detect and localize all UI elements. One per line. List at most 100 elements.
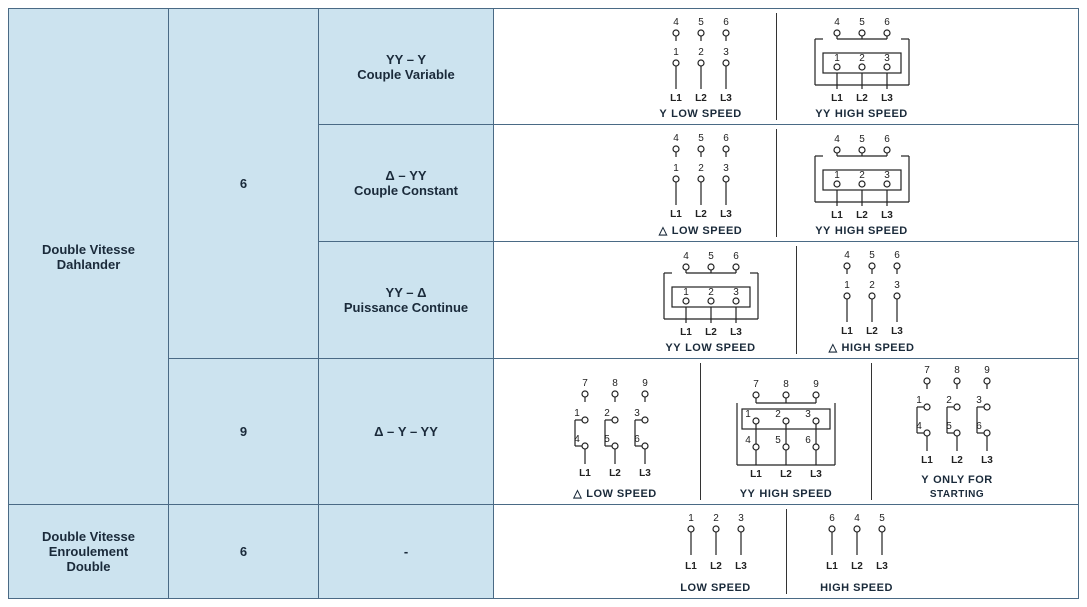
svg-text:L3: L3: [720, 93, 732, 104]
diagram-separator: [796, 246, 797, 354]
svg-text:9: 9: [813, 379, 819, 390]
diagram-separator: [700, 363, 701, 500]
svg-text:6: 6: [733, 251, 739, 262]
svg-text:3: 3: [884, 170, 890, 181]
wiring-diagram: 6L14L25L3HIGH SPEED: [791, 509, 923, 594]
diagram-caption: △LOW SPEED: [573, 487, 656, 500]
svg-text:2: 2: [698, 163, 704, 174]
svg-text:L3: L3: [639, 468, 651, 479]
svg-text:4: 4: [834, 134, 840, 145]
svg-text:9: 9: [984, 365, 990, 376]
svg-text:3: 3: [723, 163, 729, 174]
svg-text:3: 3: [723, 47, 729, 58]
svg-text:6: 6: [829, 513, 835, 524]
diagram-caption: LOW SPEED: [680, 582, 751, 594]
svg-text:L3: L3: [891, 326, 903, 337]
config-label: Δ – YYCouple Constant: [319, 125, 494, 242]
svg-text:3: 3: [894, 280, 900, 291]
wiring-diagram: 456123L1L2L3YYLOW SPEED: [630, 247, 792, 354]
wiring-diagram: 456123L1L2L3YLOW SPEED: [630, 13, 772, 120]
terminal-count: 6: [169, 9, 319, 359]
svg-text:5: 5: [869, 250, 875, 261]
svg-text:2: 2: [604, 408, 610, 419]
svg-text:L1: L1: [841, 326, 853, 337]
svg-text:L2: L2: [780, 469, 792, 480]
svg-text:L1: L1: [685, 561, 697, 572]
svg-text:L2: L2: [710, 561, 722, 572]
diagram-cell: 456123L1L2L3YLOW SPEED456123L1L2L3YYHIGH…: [494, 9, 1079, 125]
svg-text:1: 1: [916, 395, 922, 406]
svg-text:5: 5: [859, 134, 865, 145]
svg-text:6: 6: [805, 435, 811, 446]
svg-text:5: 5: [708, 251, 714, 262]
wiring-diagram: 456123L1L2L3YYHIGH SPEED: [781, 13, 943, 120]
svg-text:3: 3: [733, 287, 739, 298]
svg-text:L2: L2: [856, 210, 868, 221]
diagram-cell: 789123456L1L2L3△LOW SPEED789123456L1L2L3…: [494, 359, 1079, 505]
svg-text:L3: L3: [735, 561, 747, 572]
svg-text:7: 7: [753, 379, 759, 390]
svg-text:L3: L3: [881, 210, 893, 221]
svg-text:L2: L2: [695, 93, 707, 104]
svg-text:4: 4: [834, 17, 840, 28]
svg-text:L2: L2: [851, 561, 863, 572]
svg-text:4: 4: [854, 513, 860, 524]
wiring-diagram: 1L12L23L3LOW SPEED: [650, 509, 782, 594]
svg-text:L1: L1: [670, 93, 682, 104]
config-label: Δ – Y – YY: [319, 359, 494, 505]
svg-text:3: 3: [884, 53, 890, 64]
terminal-count: 6: [169, 505, 319, 599]
svg-text:7: 7: [582, 378, 588, 389]
config-label: -: [319, 505, 494, 599]
svg-text:L3: L3: [981, 455, 993, 466]
svg-text:L2: L2: [951, 455, 963, 466]
svg-text:L1: L1: [579, 468, 591, 479]
svg-text:2: 2: [946, 395, 952, 406]
svg-text:L1: L1: [831, 210, 843, 221]
wiring-diagram: 456123L1L2L3△HIGH SPEED: [801, 246, 943, 354]
svg-text:2: 2: [775, 409, 781, 420]
diagram-cell: 1L12L23L3LOW SPEED6L14L25L3HIGH SPEED: [494, 505, 1079, 599]
svg-text:7: 7: [924, 365, 930, 376]
svg-text:8: 8: [954, 365, 960, 376]
diagram-cell: 456123L1L2L3△LOW SPEED456123L1L2L3YYHIGH…: [494, 125, 1079, 242]
svg-text:8: 8: [783, 379, 789, 390]
svg-text:4: 4: [844, 250, 850, 261]
wiring-diagram: 789123456L1L2L3YONLY FORSTARTING: [876, 363, 1038, 500]
wiring-diagram: 456123L1L2L3YYHIGH SPEED: [781, 130, 943, 237]
svg-text:2: 2: [859, 170, 865, 181]
svg-text:3: 3: [976, 395, 982, 406]
wiring-diagram: 789123456L1L2L3△LOW SPEED: [534, 376, 696, 500]
svg-text:1: 1: [683, 287, 689, 298]
diagram-separator: [776, 13, 777, 120]
svg-text:L3: L3: [810, 469, 822, 480]
diagram-caption: HIGH SPEED: [820, 582, 893, 594]
svg-text:6: 6: [884, 134, 890, 145]
svg-text:5: 5: [775, 435, 781, 446]
svg-text:3: 3: [738, 513, 744, 524]
svg-text:L2: L2: [856, 93, 868, 104]
wiring-diagram: 456123L1L2L3△LOW SPEED: [630, 129, 772, 237]
svg-text:1: 1: [844, 280, 850, 291]
diagram-separator: [786, 509, 787, 594]
svg-text:L3: L3: [876, 561, 888, 572]
svg-text:1: 1: [834, 170, 840, 181]
svg-text:L2: L2: [866, 326, 878, 337]
svg-text:1: 1: [688, 513, 694, 524]
diagram-separator: [871, 363, 872, 500]
svg-text:4: 4: [745, 435, 751, 446]
diagram-separator: [776, 129, 777, 237]
svg-text:L1: L1: [826, 561, 838, 572]
diagram-caption: YLOW SPEED: [659, 108, 741, 120]
row-label: Double VitesseEnroulementDouble: [9, 505, 169, 599]
diagram-caption: YYLOW SPEED: [665, 342, 755, 354]
svg-text:1: 1: [834, 53, 840, 64]
svg-text:L1: L1: [680, 327, 692, 338]
svg-text:1: 1: [745, 409, 751, 420]
diagram-caption: △HIGH SPEED: [829, 341, 915, 354]
svg-text:L1: L1: [750, 469, 762, 480]
svg-text:3: 3: [634, 408, 640, 419]
svg-text:L2: L2: [705, 327, 717, 338]
config-label: YY – ΔPuissance Continue: [319, 242, 494, 359]
svg-text:5: 5: [698, 17, 704, 28]
